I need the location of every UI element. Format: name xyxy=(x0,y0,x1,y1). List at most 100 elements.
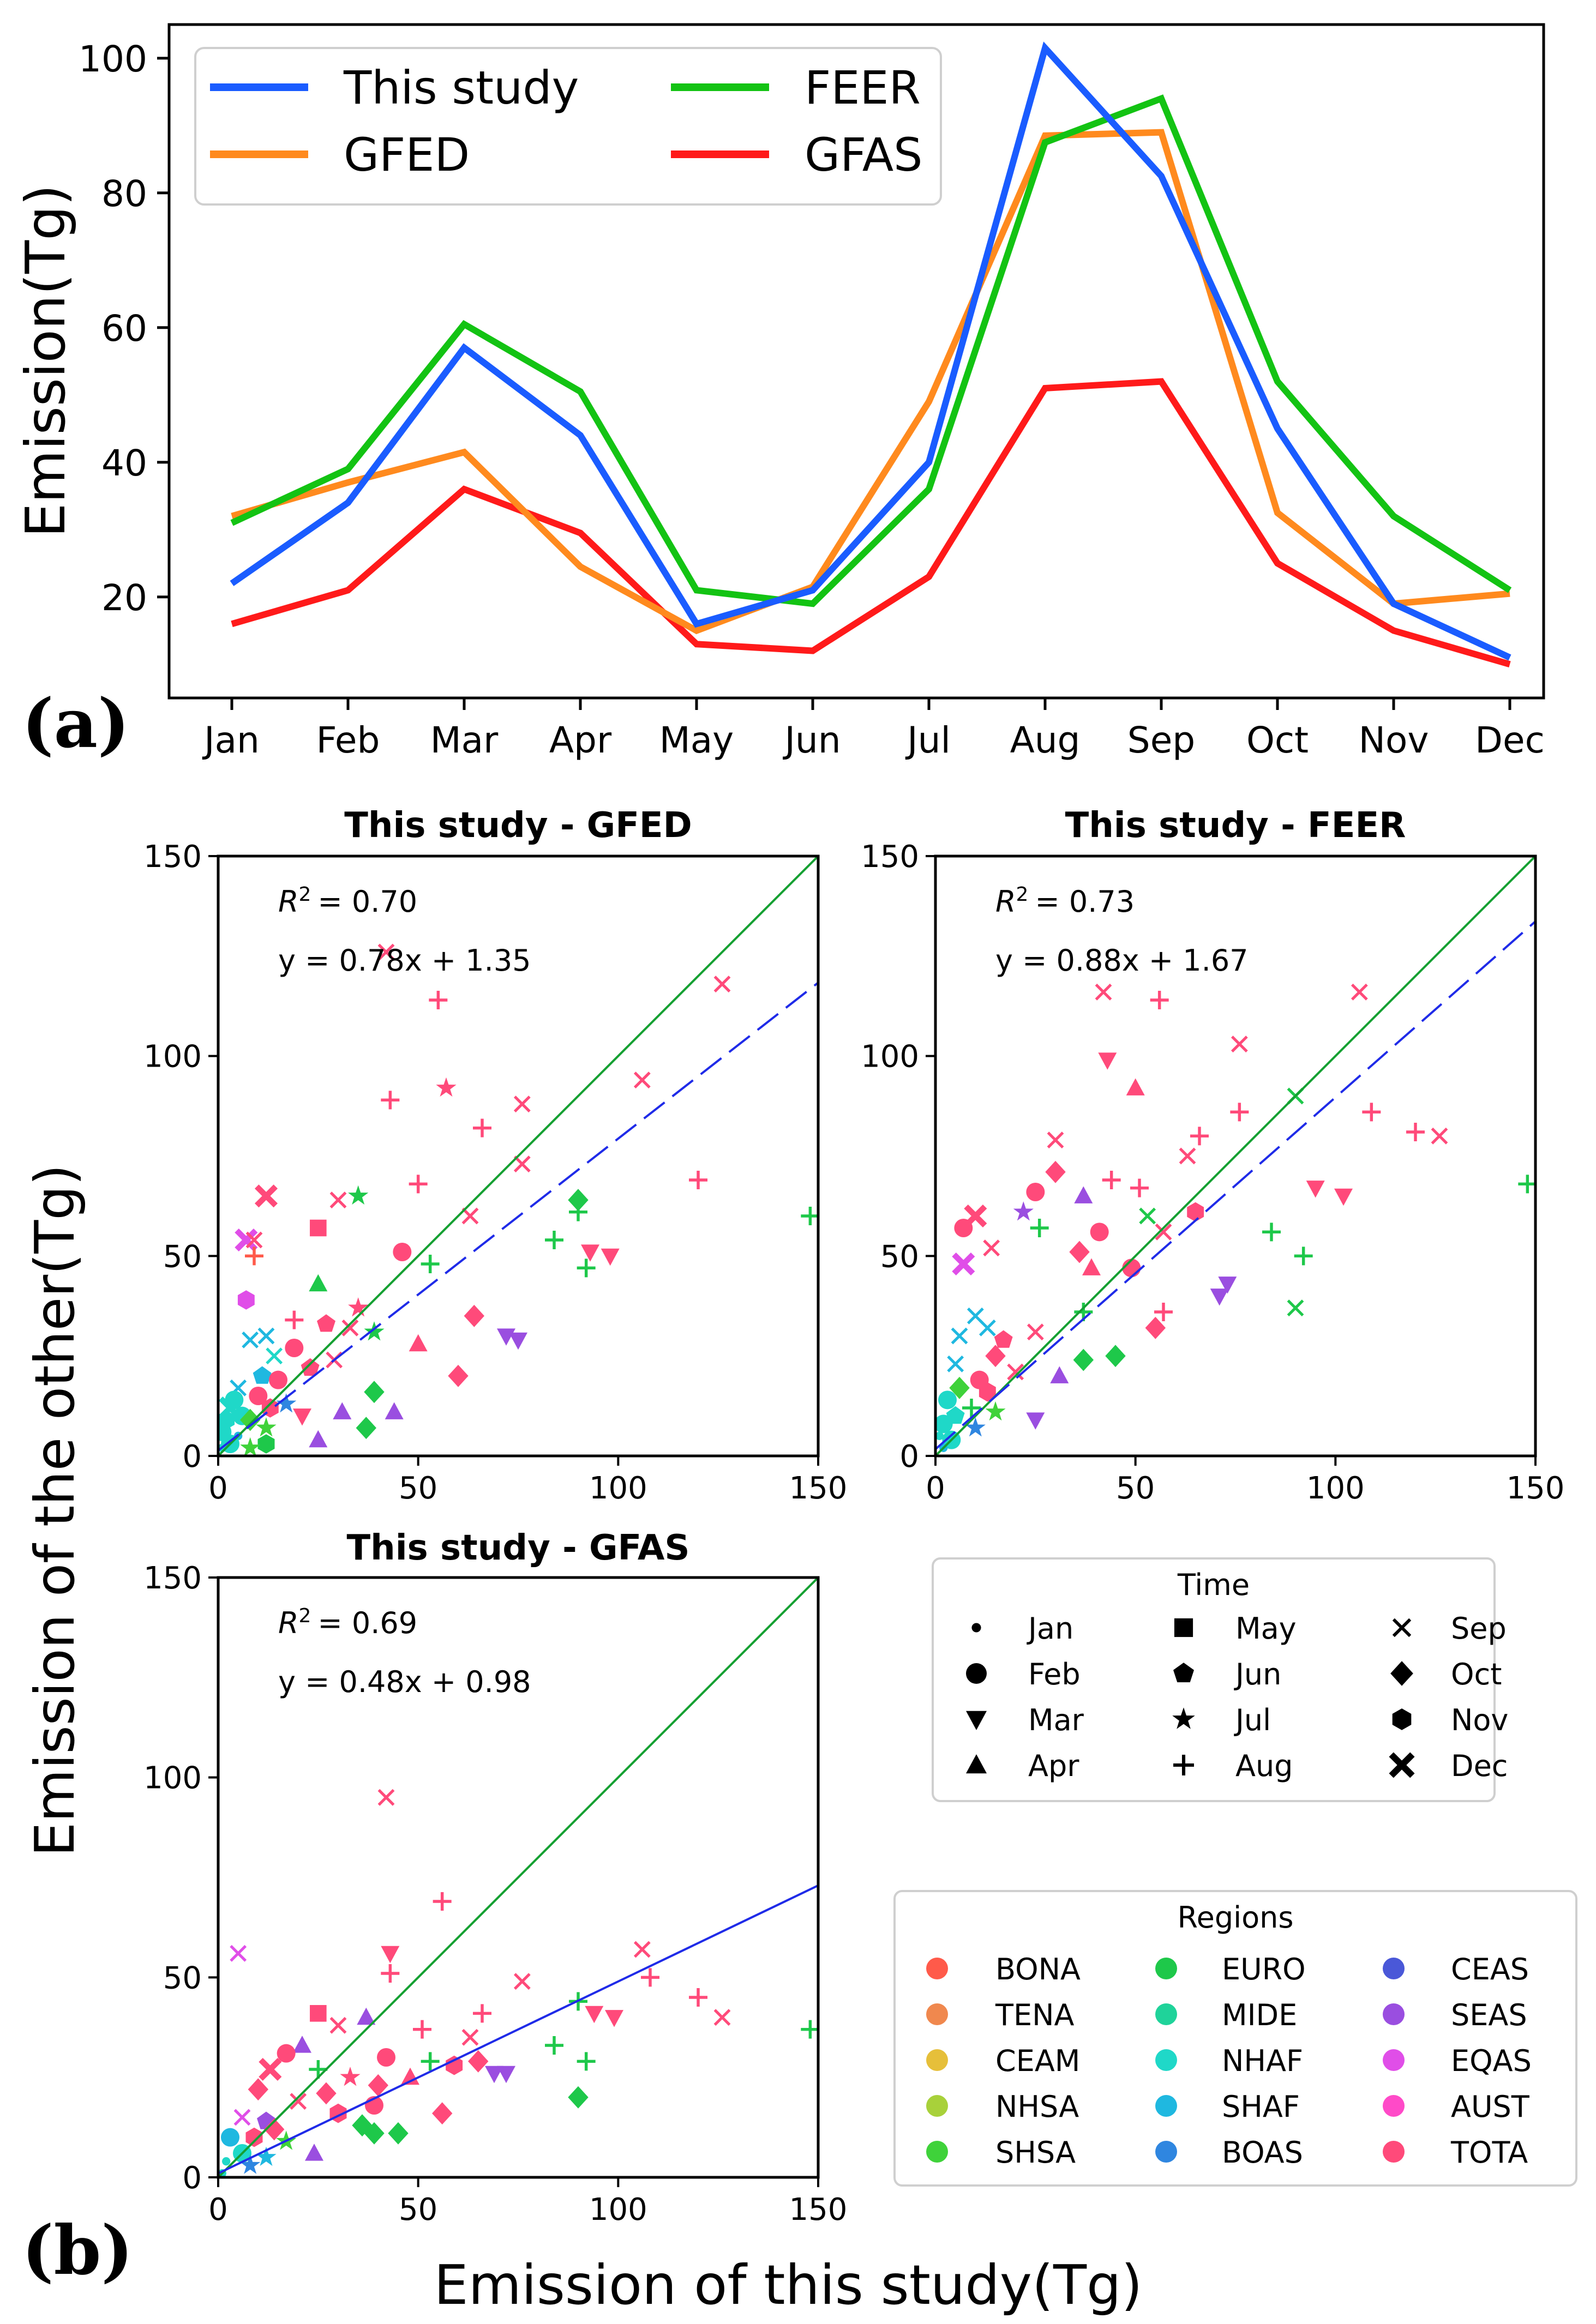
scatter-point xyxy=(1230,1103,1249,1122)
scatter-point xyxy=(240,2154,261,2174)
time-legend-label-oct: Oct xyxy=(1451,1657,1502,1691)
scatter-point xyxy=(689,1171,707,1189)
scatter-point xyxy=(1150,991,1169,1009)
time-legend-label-jun: Jun xyxy=(1234,1657,1281,1691)
scatter-shared-y-axis-label: Emission of the other(Tg) xyxy=(23,1164,87,1857)
line-x-tick-label-jan: Jan xyxy=(202,719,260,761)
scatter-point xyxy=(1287,1299,1304,1317)
scatter-point xyxy=(1105,1345,1126,1368)
scatter-point xyxy=(601,1248,620,1266)
scatter-point xyxy=(230,1944,247,1962)
scatter-feer-fit-line xyxy=(935,920,1535,1450)
scatter-point xyxy=(356,1417,376,1440)
scatter-point xyxy=(433,1892,452,1911)
scatter-point xyxy=(513,1095,531,1113)
scatter-point xyxy=(1334,1188,1353,1206)
scatter-y-tick-label: 0 xyxy=(899,1439,919,1474)
scatter-point xyxy=(1362,1103,1381,1122)
scatter-point xyxy=(1145,1316,1166,1339)
scatter-point xyxy=(633,1941,651,1958)
time-legend-label-aug: Aug xyxy=(1235,1749,1293,1783)
time-legend-marker-apr xyxy=(966,1754,987,1774)
time-legend-marker-feb xyxy=(966,1663,987,1684)
line-y-tick-label: 40 xyxy=(101,442,147,484)
scatter-point xyxy=(633,1071,651,1089)
scatter-point xyxy=(256,2146,277,2166)
scatter-point xyxy=(237,1290,255,1310)
region-legend-label-tota: TOTA xyxy=(1450,2135,1528,2170)
legend-label-feer: FEER xyxy=(805,61,921,115)
line-x-tick-label-jul: Jul xyxy=(905,719,951,761)
legend-label-gfed: GFED xyxy=(344,128,470,182)
scatter-feer-r2: R2 = 0.73 xyxy=(995,883,1135,919)
scatter-gfas-ticks: 0 50 100 150 0 50 100 150 xyxy=(143,1561,847,2227)
region-legend-label-nhaf: NHAF xyxy=(1222,2044,1303,2078)
scatter-point xyxy=(221,2128,239,2147)
region-legend-swatch-nhsa xyxy=(926,2095,948,2117)
scatter-y-tick-label: 150 xyxy=(861,839,919,875)
scatter-point xyxy=(979,1382,996,1402)
scatter-point xyxy=(432,2102,453,2125)
scatter-point xyxy=(448,1364,469,1387)
scatter-point xyxy=(436,1077,457,1097)
scatter-point xyxy=(1026,1412,1045,1430)
scatter-point xyxy=(316,2082,337,2105)
scatter-point xyxy=(509,1332,527,1350)
line-chart-legend: This study FEER GFED GFAS xyxy=(194,47,942,206)
time-legend-title: Time xyxy=(1177,1568,1250,1602)
time-legend-marker-mar xyxy=(966,1711,987,1730)
scatter-gfas-panel: This study - GFAS R2 = 0.69 y = 0.48x + 0… xyxy=(143,1528,847,2227)
scatter-point xyxy=(1045,1160,1066,1183)
scatter-point xyxy=(377,2048,395,2067)
scatter-point xyxy=(1187,1202,1204,1222)
scatter-y-tick-label: 0 xyxy=(182,1439,202,1474)
scatter-x-tick-label: 100 xyxy=(589,2192,647,2227)
scatter-point xyxy=(964,1204,987,1228)
time-legend-marker-jan xyxy=(971,1623,981,1633)
scatter-point xyxy=(569,1202,587,1221)
region-legend-label-shsa: SHSA xyxy=(995,2135,1076,2170)
scatter-point xyxy=(713,976,731,993)
time-legend-label-sep: Sep xyxy=(1451,1611,1507,1646)
scatter-point xyxy=(1047,1131,1064,1149)
line-chart-panel: 20 40 60 80 100 Jan Feb Mar Apr May Jun Jul Aug Sep O… xyxy=(14,23,1545,763)
scatter-point xyxy=(264,2118,285,2141)
scatter-point xyxy=(461,2028,479,2046)
scatter-x-tick-label: 0 xyxy=(926,1471,945,1506)
scatter-point xyxy=(248,2078,268,2101)
region-legend-title: Regions xyxy=(1178,1900,1294,1935)
scatter-point xyxy=(388,2122,409,2145)
scatter-point xyxy=(1126,1078,1145,1095)
line-series-feer xyxy=(230,94,1512,607)
scatter-point xyxy=(605,2010,623,2027)
scatter-point xyxy=(352,2114,373,2137)
region-legend-swatch-aust xyxy=(1383,2095,1405,2117)
scatter-point xyxy=(285,1310,304,1329)
scatter-point xyxy=(951,1327,968,1345)
scatter-point xyxy=(1026,1183,1045,1201)
scatter-shared-x-axis-label: Emission of this study(Tg) xyxy=(434,2253,1142,2317)
scatter-gfas-r2: R2 = 0.69 xyxy=(278,1605,417,1641)
scatter-point xyxy=(377,1789,395,1806)
scatter-point xyxy=(269,1370,287,1389)
scatter-point xyxy=(276,1393,297,1413)
panel-label-b: (b) xyxy=(22,2211,133,2290)
scatter-point xyxy=(329,2016,347,2034)
region-legend-box xyxy=(893,1890,1577,2187)
scatter-gfed-frame xyxy=(217,854,820,1458)
scatter-feer-ticks: 0 50 100 150 0 50 100 150 xyxy=(861,839,1564,1506)
scatter-x-tick-label: 100 xyxy=(1306,1471,1365,1506)
region-legend-swatch-nhaf xyxy=(1155,2049,1177,2071)
time-legend-label-jan: Jan xyxy=(1027,1611,1073,1646)
scatter-point xyxy=(309,1430,328,1448)
scatter-point xyxy=(340,2067,361,2086)
scatter-point xyxy=(568,2086,589,2109)
region-legend-swatch-shaf xyxy=(1155,2095,1177,2117)
scatter-x-tick-label: 150 xyxy=(1507,1471,1565,1506)
scatter-point xyxy=(364,2122,385,2145)
scatter-point xyxy=(965,1417,986,1437)
legend-label-this-study: This study xyxy=(343,61,579,115)
scatter-point xyxy=(581,1244,599,1262)
scatter-point xyxy=(293,2036,311,2053)
scatter-point xyxy=(381,1964,400,1983)
